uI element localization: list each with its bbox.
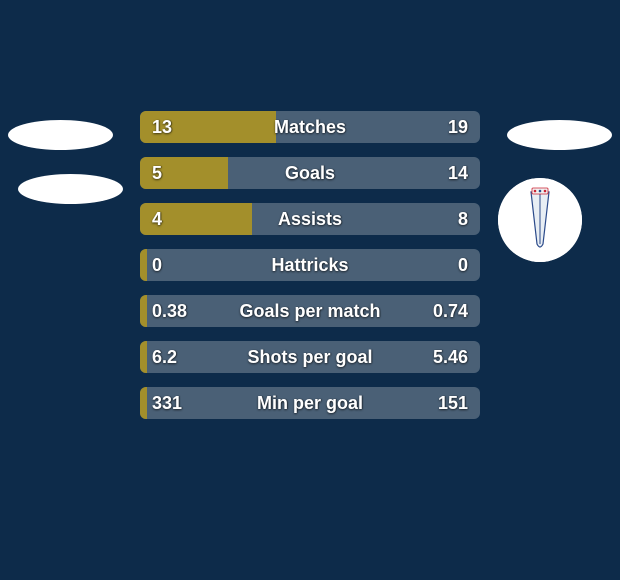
bar-label: Goals per match	[140, 295, 480, 327]
bar-label: Goals	[140, 157, 480, 189]
bars-container: 1319Matches 514Goals 48Assists 00Hattricks 0…	[140, 111, 480, 419]
right-ellipse-0	[507, 120, 612, 150]
bar-row-matches: 1319Matches	[140, 111, 480, 143]
bar-row-goals-per-match: 0.380.74Goals per match	[140, 295, 480, 327]
bar-row-shots-per-goal: 6.25.46Shots per goal	[140, 341, 480, 373]
bar-label: Shots per goal	[140, 341, 480, 373]
bar-row-min-per-goal: 331151Min per goal	[140, 387, 480, 419]
left-ellipse-0	[8, 120, 113, 150]
bar-row-hattricks: 00Hattricks	[140, 249, 480, 281]
bar-label: Matches	[140, 111, 480, 143]
comparison-chart: 1319Matches 514Goals 48Assists 00Hattricks 0…	[0, 111, 620, 419]
bar-label: Assists	[140, 203, 480, 235]
bar-label: Hattricks	[140, 249, 480, 281]
left-ellipse-1	[18, 174, 123, 204]
bar-row-goals: 514Goals	[140, 157, 480, 189]
bar-row-assists: 48Assists	[140, 203, 480, 235]
right-club-crest	[498, 178, 582, 262]
bar-label: Min per goal	[140, 387, 480, 419]
